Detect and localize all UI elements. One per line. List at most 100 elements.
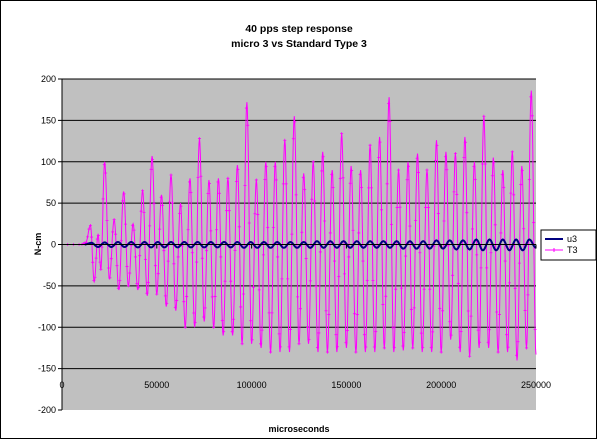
series-point <box>257 288 261 292</box>
series-point <box>212 325 216 329</box>
x-axis-label: microseconds <box>268 424 329 434</box>
series-point <box>266 226 270 230</box>
series-point <box>512 193 516 197</box>
series-point <box>337 275 341 279</box>
series-point <box>215 228 219 232</box>
series-point <box>131 223 135 227</box>
series-point <box>270 311 274 315</box>
series-point <box>489 251 493 255</box>
series-point <box>468 354 472 358</box>
series-point <box>416 170 420 174</box>
series-point <box>379 208 383 212</box>
series-point <box>297 342 301 346</box>
series-point <box>109 257 113 261</box>
series-point <box>244 106 248 110</box>
series-point <box>318 250 322 254</box>
series-point <box>142 210 146 214</box>
series-point <box>425 168 429 172</box>
series-point <box>394 287 398 291</box>
y-tick-label: -200 <box>38 405 56 415</box>
series-point <box>308 279 312 283</box>
series-point <box>283 138 287 142</box>
x-tick-label: 150000 <box>331 380 361 390</box>
series-point <box>398 205 402 209</box>
series-point <box>143 257 147 261</box>
series-point <box>193 321 197 325</box>
series-point <box>108 276 112 280</box>
series-point <box>195 260 199 264</box>
series-point <box>314 284 318 288</box>
series-point <box>286 277 290 281</box>
series-point <box>334 333 338 337</box>
series-point <box>173 305 177 309</box>
series-point <box>480 162 484 166</box>
series-point <box>411 346 415 350</box>
series-point <box>279 345 283 349</box>
series-point <box>160 204 164 208</box>
series-point <box>246 123 250 127</box>
series-markers-t3 <box>60 95 537 358</box>
x-tick-label: 250000 <box>521 380 551 390</box>
series-point <box>99 267 103 271</box>
series-point <box>87 227 91 231</box>
series-point <box>178 211 182 215</box>
series-point <box>210 295 214 299</box>
series-point <box>465 211 469 215</box>
series-point <box>126 284 130 288</box>
series-point <box>402 330 406 334</box>
series-point <box>105 219 109 223</box>
series-point <box>224 209 228 213</box>
series-point <box>176 255 180 259</box>
chart-subtitle: micro 3 vs Standard Type 3 <box>231 38 367 50</box>
series-point <box>345 329 349 333</box>
series-layer <box>60 90 537 361</box>
series-point <box>527 177 531 181</box>
series-point <box>462 155 466 159</box>
series-point <box>251 285 255 289</box>
series-point <box>426 206 430 210</box>
series-point <box>96 233 100 237</box>
series-point <box>233 248 237 252</box>
series-point <box>399 286 403 290</box>
series-point <box>525 346 529 350</box>
series-point <box>234 179 238 183</box>
series-point <box>185 295 189 299</box>
series-point <box>372 345 376 349</box>
series-point <box>406 164 410 168</box>
series-point <box>119 239 123 243</box>
series-point <box>455 192 459 196</box>
series-point <box>526 293 530 297</box>
series-point <box>470 227 474 231</box>
series-point <box>391 326 395 330</box>
series-point <box>404 254 408 258</box>
series-point <box>219 255 223 259</box>
series-point <box>236 167 240 171</box>
series-line-t3 <box>62 90 537 361</box>
series-point <box>499 231 503 235</box>
series-point <box>392 346 396 350</box>
series-point <box>488 328 492 332</box>
series-point <box>220 319 224 323</box>
series-point <box>343 272 347 276</box>
series-point <box>448 320 452 324</box>
series-point <box>424 206 428 210</box>
series-point <box>261 253 265 257</box>
series-point <box>522 227 526 231</box>
series-point <box>122 192 126 196</box>
series-point <box>434 158 438 162</box>
series-point <box>317 331 321 335</box>
series-point <box>350 168 354 172</box>
x-tick-label: 50000 <box>144 380 169 390</box>
series-point <box>335 345 339 349</box>
series-point <box>414 219 418 223</box>
series-point <box>288 328 292 332</box>
series-point <box>216 180 220 184</box>
series-point <box>271 226 275 230</box>
series-point <box>101 197 105 201</box>
series-point <box>409 308 413 312</box>
series-point <box>102 162 106 166</box>
series-point <box>532 221 536 225</box>
series-point <box>125 264 129 268</box>
